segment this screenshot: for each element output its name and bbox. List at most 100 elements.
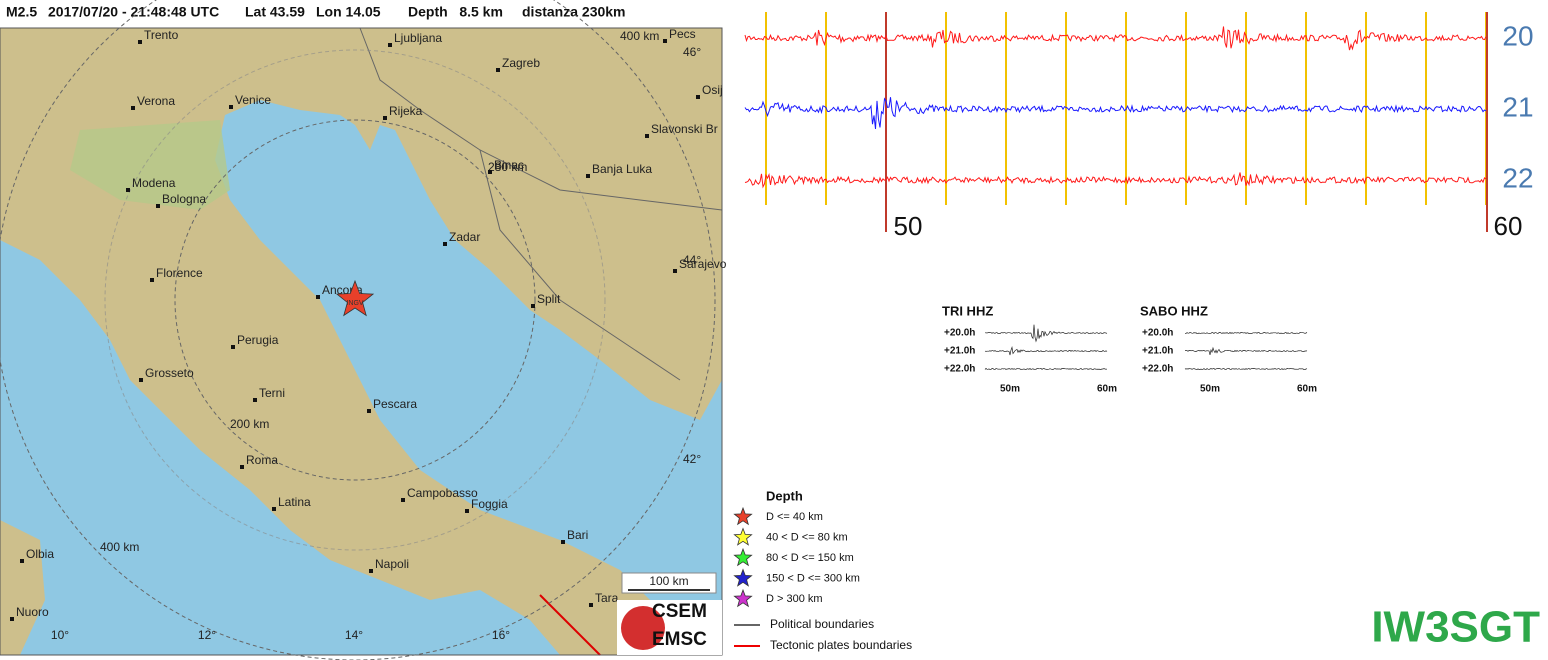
city-dot xyxy=(496,68,500,72)
city-label: Trento xyxy=(144,28,179,42)
station-row: +22.0h xyxy=(944,364,975,375)
header-field: M2.5 xyxy=(6,4,37,20)
minute-label: 50 xyxy=(894,211,923,241)
epicenter-tag: INGV xyxy=(346,300,363,307)
city-label: Perugia xyxy=(237,333,279,347)
lowland xyxy=(70,120,230,210)
distance-ring xyxy=(0,0,716,660)
city-label: Pescara xyxy=(373,397,417,411)
city-label: Olbia xyxy=(26,547,54,561)
city-dot xyxy=(20,559,24,563)
city-label: Campobasso xyxy=(407,486,478,500)
city-label: Rijeka xyxy=(389,104,423,118)
city-label: Zadar xyxy=(449,230,480,244)
header-field: Lon 14.05 xyxy=(316,4,381,20)
city-label: Modena xyxy=(132,176,176,190)
city-dot xyxy=(465,509,469,513)
city-dot xyxy=(383,116,387,120)
distance-ring xyxy=(174,119,536,481)
hour-label: 20 xyxy=(1502,20,1533,51)
legend-star xyxy=(733,506,753,526)
header-field: Lat 43.59 xyxy=(245,4,305,20)
city-dot xyxy=(126,188,130,192)
station-row: +20.0h xyxy=(944,328,975,339)
legend-star xyxy=(733,527,753,546)
political-boundary xyxy=(359,27,723,381)
city-dot xyxy=(229,105,233,109)
city-dot xyxy=(443,242,447,246)
legend-label: Political boundaries xyxy=(770,617,874,631)
city-dot xyxy=(253,398,257,402)
city-dot xyxy=(401,498,405,502)
city-dot xyxy=(561,540,565,544)
city-label: Nuoro xyxy=(16,605,49,619)
city-dot xyxy=(131,106,135,110)
city-dot xyxy=(531,304,535,308)
legend-label: D <= 40 km xyxy=(766,511,823,523)
city-dot xyxy=(589,603,593,607)
legend-label: D > 300 km xyxy=(766,593,823,605)
city-label: Bari xyxy=(567,528,588,542)
city-label: Roma xyxy=(246,453,278,467)
legend-star xyxy=(733,547,753,567)
city-dot xyxy=(388,43,392,47)
city-label: Terni xyxy=(259,386,285,400)
city-dot xyxy=(139,378,143,382)
station-name: SABO HHZ xyxy=(1140,303,1208,318)
city-label: Ljubljana xyxy=(394,31,442,45)
station-trace xyxy=(984,346,1108,356)
scale-label: 100 km xyxy=(649,574,688,588)
city-dot xyxy=(663,39,667,43)
city-label: Split xyxy=(537,292,561,306)
callsign: IW3SGT xyxy=(1371,603,1540,652)
legend-star xyxy=(733,588,753,608)
station-trace xyxy=(985,324,1108,343)
legend-label: 80 < D <= 150 km xyxy=(766,552,854,564)
station-trace xyxy=(984,367,1108,371)
city-dot xyxy=(367,409,371,413)
header-field: Depth 8.5 km xyxy=(408,4,503,20)
lon-label: 10° xyxy=(51,628,69,642)
city-dot xyxy=(272,507,276,511)
city-dot xyxy=(316,295,320,299)
trace xyxy=(744,97,1487,130)
city-label: Binac xyxy=(494,158,524,172)
logo-text: EMSC xyxy=(652,629,707,650)
minute-label: 60 xyxy=(1494,211,1523,241)
city-label: Napoli xyxy=(375,557,409,571)
logo-text: CSEM xyxy=(652,601,707,622)
distance-ring xyxy=(104,49,606,551)
legend-title: Depth xyxy=(766,488,803,503)
legend-label: 40 < D <= 80 km xyxy=(766,531,848,543)
station-row: +20.0h xyxy=(1142,328,1173,339)
station-trace xyxy=(1184,367,1308,371)
lon-label: 12° xyxy=(198,628,216,642)
lat-label: 44° xyxy=(683,253,701,267)
distance: distanza 230km xyxy=(522,4,626,20)
city-label: Banja Luka xyxy=(592,162,652,176)
hour-label: 22 xyxy=(1502,162,1533,193)
city-label: Latina xyxy=(278,495,311,509)
scale-box xyxy=(621,572,717,594)
city-label: Bologna xyxy=(162,192,206,206)
city-label: Foggia xyxy=(471,497,508,511)
city-label: Verona xyxy=(137,94,175,108)
city-label: Tara xyxy=(595,591,619,605)
lat-label: 42° xyxy=(683,452,701,466)
trace xyxy=(744,26,1487,51)
city-label: Slavonski Br xyxy=(651,122,718,136)
city-dot xyxy=(138,40,142,44)
ring-label: 200 km xyxy=(230,417,269,431)
city-dot xyxy=(586,174,590,178)
city-dot xyxy=(645,134,649,138)
city-dot xyxy=(240,465,244,469)
city-dot xyxy=(369,569,373,573)
legend-label: 150 < D <= 300 km xyxy=(766,572,860,584)
station-trace xyxy=(1184,331,1308,334)
station-row: +21.0h xyxy=(944,346,975,357)
city-dot xyxy=(696,95,700,99)
city-label: Osij xyxy=(702,83,723,97)
city-dot xyxy=(488,170,492,174)
city-label: Zagreb xyxy=(502,56,540,70)
city-dot xyxy=(156,204,160,208)
